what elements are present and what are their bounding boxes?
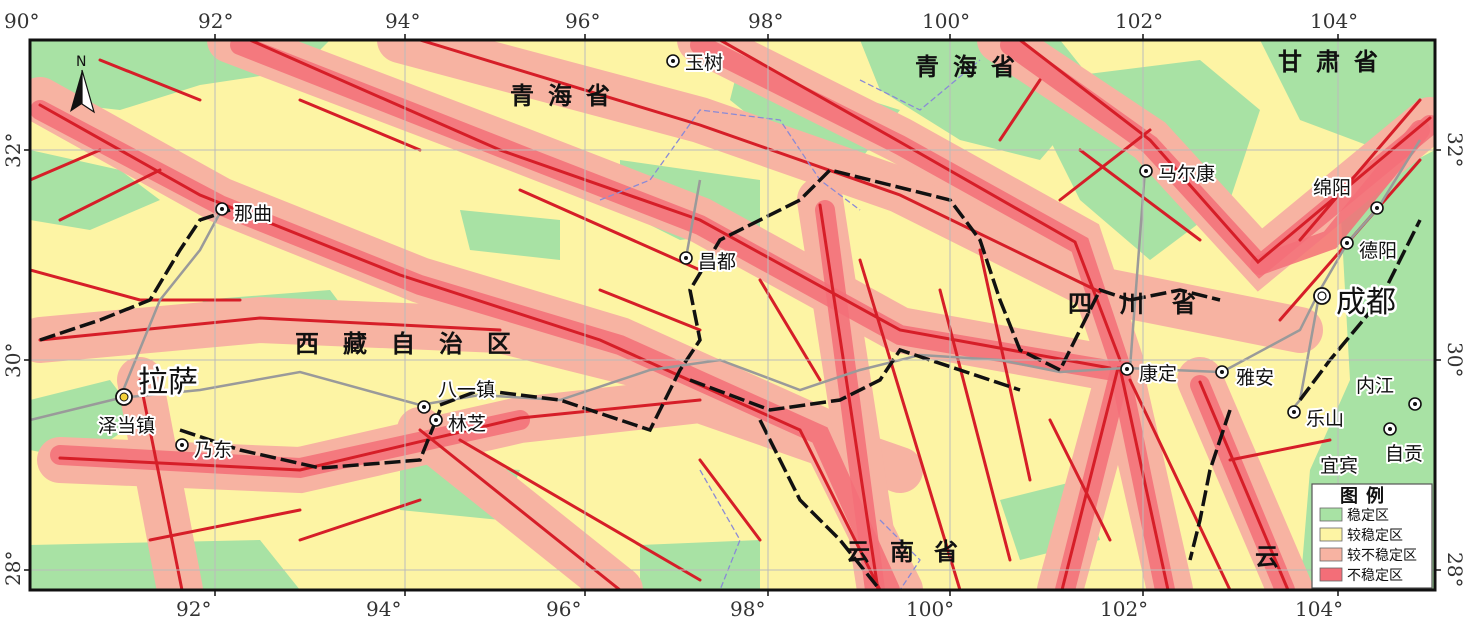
legend-label: 不稳定区 [1347,568,1403,584]
city-marker-changdu [679,251,693,265]
bottom-lon-label-94: 94° [366,597,401,621]
province-label-qinghai-east: 青海省 [915,53,1029,81]
left-lat-label-30: 30° [1,343,25,378]
city-label-neijiang: 内江 [1356,375,1394,397]
city-marker-linzhi [429,413,443,427]
province-label-xizang: 西藏自治区 [295,330,535,358]
legend-label: 稳定区 [1347,508,1389,524]
city-marker-chengdu [1313,287,1331,305]
province-label-qinghai-west: 青海省 [510,82,624,110]
city-label-yushu: 玉树 [685,52,723,74]
county-boundaries [599,59,981,590]
legend-swatch [1319,567,1343,582]
city-marker-bayi [417,400,431,414]
right-lat-label-30: 30° [1443,342,1467,377]
legend-label: 较不稳定区 [1347,548,1417,564]
bottom-lon-label-100: 100° [906,597,954,621]
legend-label: 较稳定区 [1347,528,1403,544]
city-marker-yaan [1215,365,1229,379]
bottom-lon-label-92: 92° [176,597,211,621]
city-label-lasa: 拉萨 [138,365,198,400]
bottom-lon-label-102: 102° [1100,597,1148,621]
top-lon-label-100: 100° [922,9,970,33]
north-arrow-label: N [76,54,86,70]
legend-swatch [1319,507,1343,522]
top-lon-label-92: 92° [198,9,233,33]
legend-item: 稳定区 [1319,507,1389,524]
province-label-sichuan: 四川省 [1068,290,1224,318]
city-label-leshan: 乐山 [1306,408,1344,430]
city-marker-naidong [175,438,189,452]
city-label-zigong: 自贡 [1385,443,1423,465]
city-markers [115,54,1422,452]
top-lon-label-96: 96° [565,9,600,33]
city-marker-kangding [1120,362,1134,376]
bottom-lon-label-98: 98° [730,597,765,621]
legend-item: 不稳定区 [1319,567,1403,584]
city-label-chengdu: 成都 [1336,285,1396,320]
north-arrow: N [70,54,96,114]
legend-item: 较稳定区 [1319,527,1403,544]
bottom-lon-label-104: 104° [1295,597,1343,621]
top-lon-label-104: 104° [1310,9,1358,33]
map-body: 青海省 青海省 甘肃省 西藏自治区 四川省 云南省 云 玉树 马尔康 [30,40,1435,590]
legend-swatch [1319,527,1343,542]
city-marker-yushu [666,54,680,68]
city-marker-neijiang [1408,397,1422,411]
city-label-naqu: 那曲 [234,203,272,225]
city-label-linzhi: 林芝 [448,413,486,435]
province-label-yunnan-east: 云 [1255,543,1293,571]
city-marker-naqu [215,202,229,216]
right-lat-label-28: 28° [1443,552,1467,587]
city-label-mianyang: 绵阳 [1313,177,1351,199]
map-frame [28,38,1437,592]
top-lon-label-98: 98° [748,9,783,33]
legend-swatch [1319,547,1343,562]
city-label-naidong: 乃东 [194,439,232,461]
city-marker-deyang [1340,236,1354,250]
province-label-gansu: 甘肃省 [1278,48,1392,76]
graticule [30,40,1435,590]
city-marker-lasa [115,388,133,406]
city-label-zedang: 泽当镇 [98,415,155,437]
bottom-lon-label-96: 96° [546,597,581,621]
province-label-yunnan: 云南省 [846,538,978,566]
legend-title: 图例 [1340,485,1392,507]
top-lon-label-94: 94° [385,9,420,33]
fault-lines [30,40,1432,590]
city-label-bayi: 八一镇 [438,379,495,401]
city-label-deyang: 德阳 [1359,240,1397,262]
left-lat-label-32: 32° [1,133,25,168]
city-label-yaan: 雅安 [1236,367,1274,389]
city-marker-zigong [1383,422,1397,436]
left-lat-label-28: 28° [1,551,25,586]
city-label-yibin: 宜宾 [1320,455,1358,477]
top-lon-label-102: 102° [1115,9,1163,33]
tick-marks [24,34,1441,596]
city-marker-mianyang [1370,201,1384,215]
city-marker-leshan [1287,405,1301,419]
city-label-kangding: 康定 [1139,363,1177,385]
city-marker-maerkang [1139,164,1153,178]
city-label-maerkang: 马尔康 [1158,163,1215,185]
province-boundaries [39,168,1422,590]
legend-item: 较不稳定区 [1319,547,1417,564]
right-lat-label-32: 32° [1443,132,1467,167]
city-label-changdu: 昌都 [698,251,736,273]
top-lon-label-90: 90° [4,9,39,33]
